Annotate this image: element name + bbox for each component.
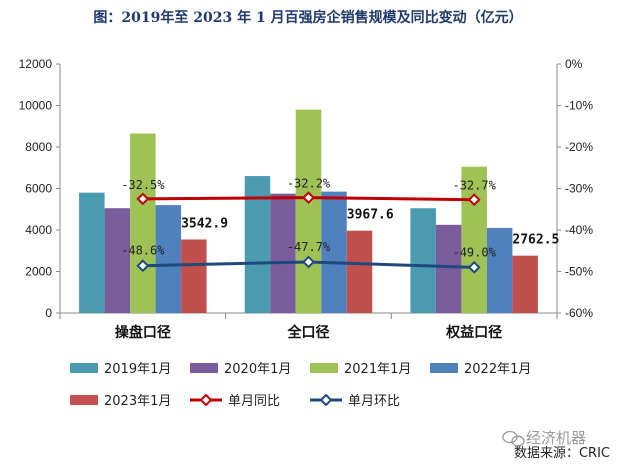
bar: [79, 192, 105, 313]
line-point: [302, 191, 315, 205]
y-tick-label: 6000: [25, 182, 52, 196]
y2-tick-label: -10%: [565, 99, 593, 113]
wechat-icon: [502, 430, 525, 447]
bar: [155, 205, 182, 313]
y2-tick-label: -40%: [565, 223, 593, 237]
y-tick-label: 12000: [19, 57, 53, 71]
bar-value-label: 3967.6: [347, 208, 394, 223]
legend-marker: [319, 393, 333, 407]
legend: 2019年1月 2020年1月 2021年1月 2022年1月 2023年1月 单月同比 单…: [70, 362, 531, 409]
y2-tick-label: -60%: [565, 306, 593, 320]
legend-label: 2023年1月: [104, 394, 171, 409]
legend-label: 2020年1月: [224, 362, 291, 377]
watermark: 经济机器: [502, 429, 586, 447]
yoy-label: -32.2%: [287, 177, 331, 191]
legend-swatch: [70, 395, 98, 405]
mom-label: -49.0%: [452, 245, 496, 259]
x-tick-label: 操盘口径: [115, 324, 171, 341]
legend-label: 2022年1月: [464, 362, 531, 377]
bar: [461, 166, 487, 313]
y-tick-label: 2000: [25, 265, 52, 279]
y2-tick-label: 0%: [565, 57, 583, 71]
watermark-text: 经济机器: [526, 429, 586, 447]
bar: [270, 193, 296, 313]
line-point: [136, 192, 150, 206]
bar: [512, 255, 538, 313]
y-tick-label: 0: [45, 306, 52, 320]
lines: [136, 191, 481, 274]
legend-label: 2019年1月: [104, 362, 171, 377]
legend-swatch: [190, 363, 218, 373]
yoy-label: -32.5%: [121, 178, 165, 192]
chart-title: 图：2019年至 2023 年 1 月百强房企销售规模及同比变动（亿元）: [93, 9, 522, 26]
x-tick-label: 权益口径: [445, 324, 502, 341]
legend-label: 2021年1月: [344, 362, 411, 377]
y2-tick-label: -20%: [565, 140, 593, 154]
legend-marker: [199, 393, 213, 407]
bar: [435, 224, 462, 313]
yoy-label: -32.7%: [452, 179, 496, 193]
y2-tick-label: -50%: [565, 265, 593, 279]
legend-label: 单月环比: [348, 394, 400, 409]
mom-label: -48.6%: [121, 244, 165, 258]
line-point: [467, 193, 481, 207]
legend-swatch: [310, 363, 338, 373]
bar: [104, 208, 131, 313]
bar-value-label: 3542.9: [181, 216, 228, 231]
legend-label: 单月同比: [228, 394, 280, 409]
y-tick-label: 4000: [25, 223, 52, 237]
data-labels: -32.5% -32.2% -32.7% -48.6% -47.7% -49.0% 3542…: [121, 177, 559, 260]
line-point: [136, 259, 150, 273]
legend-swatch: [430, 363, 458, 373]
y-tick-label: 10000: [19, 99, 53, 113]
y-tick-label: 8000: [25, 140, 52, 154]
y2-tick-label: -30%: [565, 182, 593, 196]
bar: [130, 133, 156, 313]
bar: [295, 109, 322, 314]
bar: [181, 239, 207, 313]
x-tick-label: 全口径: [287, 324, 330, 341]
line-point: [302, 255, 315, 269]
source-note: 数据来源：CRIC: [514, 446, 610, 461]
bars: [79, 109, 538, 314]
legend-swatch: [70, 363, 98, 373]
bar: [321, 191, 347, 313]
bar: [486, 227, 513, 313]
line-point: [467, 260, 481, 274]
mom-label: -47.7%: [287, 240, 331, 254]
bar: [346, 230, 373, 313]
bar-value-label: 2762.5: [512, 233, 559, 248]
axes: 0 2000 4000 6000 8000 10000 12000 0% -10% -20% -30…: [19, 57, 594, 341]
bar: [410, 208, 436, 313]
